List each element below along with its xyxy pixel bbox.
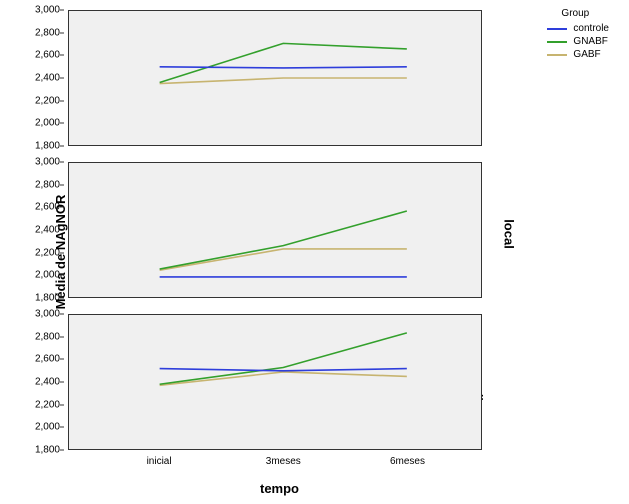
legend-item: GNABF: [547, 36, 609, 47]
series-line-GABF: [160, 78, 407, 84]
y-tick-label: 3,000: [35, 157, 60, 168]
legend-swatch: [547, 41, 567, 43]
y-tick-label: 2,800: [35, 331, 60, 342]
y-tick-mark: [60, 298, 64, 299]
y-tick-mark: [60, 427, 64, 428]
panel: 1,8002,0002,2002,4002,6002,8003,000assoa…: [68, 310, 486, 462]
y-ticks: 1,8002,0002,2002,4002,6002,8003,000: [30, 162, 64, 298]
right-axis-title: local: [502, 219, 517, 249]
series-line-GABF: [160, 249, 407, 270]
legend-item: GABF: [547, 49, 609, 60]
y-tick-label: 2,000: [35, 422, 60, 433]
y-tick-label: 2,600: [35, 202, 60, 213]
y-tick-mark: [60, 146, 64, 147]
y-tick-mark: [60, 450, 64, 451]
y-tick-label: 2,600: [35, 354, 60, 365]
legend-title: Group: [561, 8, 609, 19]
series-line-GNABF: [160, 43, 407, 82]
legend-label: GABF: [573, 49, 600, 60]
y-tick-label: 1,800: [35, 293, 60, 304]
plot-area: [68, 314, 482, 450]
line-chart-svg: [69, 163, 481, 297]
y-tick-label: 2,400: [35, 225, 60, 236]
y-ticks: 1,8002,0002,2002,4002,6002,8003,000: [30, 10, 64, 146]
y-tick-mark: [60, 100, 64, 101]
y-ticks: 1,8002,0002,2002,4002,6002,8003,000: [30, 314, 64, 450]
y-tick-mark: [60, 404, 64, 405]
series-line-controle: [160, 369, 407, 371]
y-tick-label: 2,200: [35, 247, 60, 258]
y-tick-mark: [60, 162, 64, 163]
y-tick-mark: [60, 207, 64, 208]
legend-label: GNABF: [573, 36, 607, 47]
y-tick-label: 2,200: [35, 399, 60, 410]
y-tick-mark: [60, 55, 64, 56]
y-tick-mark: [60, 32, 64, 33]
series-line-GNABF: [160, 211, 407, 269]
y-tick-label: 1,800: [35, 445, 60, 456]
y-tick-label: 2,600: [35, 50, 60, 61]
y-tick-mark: [60, 230, 64, 231]
y-tick-label: 2,400: [35, 73, 60, 84]
legend: Group controle GNABF GABF: [547, 8, 609, 62]
y-tick-mark: [60, 123, 64, 124]
y-tick-label: 3,000: [35, 309, 60, 320]
y-tick-label: 2,800: [35, 179, 60, 190]
y-tick-mark: [60, 275, 64, 276]
x-tick-label: inicial: [147, 456, 172, 467]
series-line-controle: [160, 67, 407, 68]
y-tick-mark: [60, 78, 64, 79]
y-tick-mark: [60, 10, 64, 11]
x-tick-label: 6meses: [390, 456, 425, 467]
y-tick-mark: [60, 359, 64, 360]
y-tick-mark: [60, 184, 64, 185]
y-tick-label: 3,000: [35, 5, 60, 16]
plot-area: [68, 10, 482, 146]
x-ticks: inicial 3meses 6meses: [68, 454, 482, 468]
y-tick-mark: [60, 382, 64, 383]
y-tick-mark: [60, 252, 64, 253]
x-tick-label: 3meses: [266, 456, 301, 467]
legend-swatch: [547, 28, 567, 30]
line-chart-svg: [69, 315, 481, 449]
panel: 1,8002,0002,2002,4002,6002,8003,000labio…: [68, 6, 486, 158]
line-chart-svg: [69, 11, 481, 145]
y-tick-label: 2,000: [35, 118, 60, 129]
plot-area: [68, 162, 482, 298]
legend-item: controle: [547, 23, 609, 34]
y-tick-label: 2,200: [35, 95, 60, 106]
y-tick-mark: [60, 314, 64, 315]
y-tick-label: 2,000: [35, 270, 60, 281]
chart-container: Média de NAgNOR tempo local 1,8002,0002,…: [0, 0, 629, 504]
panel: 1,8002,0002,2002,4002,6002,8003,000B. de…: [68, 158, 486, 310]
panels-area: local 1,8002,0002,2002,4002,6002,8003,00…: [68, 6, 486, 462]
x-axis-label: tempo: [260, 481, 299, 496]
y-tick-mark: [60, 336, 64, 337]
y-tick-label: 1,800: [35, 141, 60, 152]
legend-swatch: [547, 54, 567, 56]
series-line-GNABF: [160, 333, 407, 384]
y-tick-label: 2,800: [35, 27, 60, 38]
y-tick-label: 2,400: [35, 377, 60, 388]
legend-label: controle: [573, 23, 609, 34]
